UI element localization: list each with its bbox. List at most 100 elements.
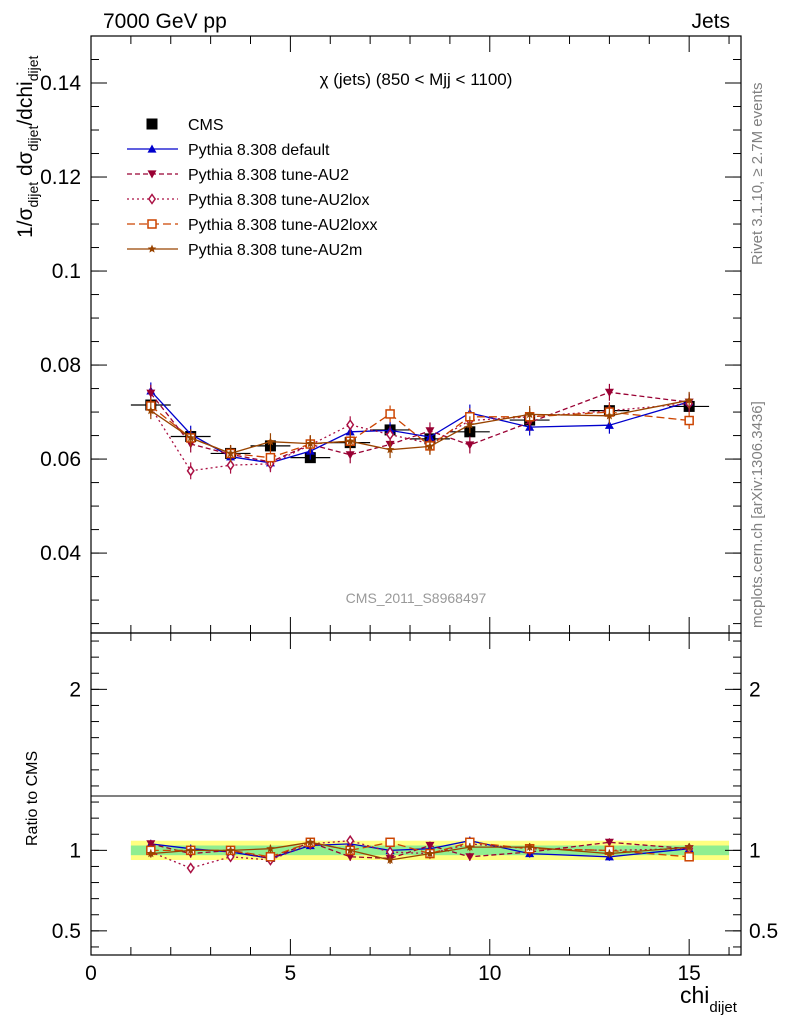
series-AU2m <box>146 391 694 462</box>
data-point <box>345 853 355 862</box>
marker-shape <box>465 441 475 450</box>
main-ticks: 0.04 0.06 0.08 0.1 0.12 0.14 <box>40 36 741 633</box>
marker-shape <box>345 436 355 445</box>
marker-shape <box>146 840 156 849</box>
marker-shape <box>266 844 275 853</box>
data-point <box>684 415 694 426</box>
x-tick-label: 0 <box>85 962 97 985</box>
ratio-series <box>146 834 694 874</box>
data-point <box>266 844 275 853</box>
legend-label: Pythia 8.308 tune-AU2lox <box>188 192 369 209</box>
data-point <box>425 427 435 436</box>
marker-shape <box>684 395 694 404</box>
marker-shape <box>147 219 157 229</box>
marker-shape <box>306 837 315 846</box>
legend-marker <box>147 219 157 229</box>
marker-shape <box>147 193 157 205</box>
ratio-ticks: 0.5 0.5 1 1 2 2 0 5 10 15 <box>52 633 778 985</box>
data-point <box>604 420 614 429</box>
data-point <box>265 452 276 463</box>
marker-shape <box>345 451 355 460</box>
marker-shape <box>186 862 195 874</box>
marker-shape <box>425 427 435 436</box>
y-tick-label: 0.06 <box>40 448 81 471</box>
marker-shape <box>345 845 355 854</box>
marker-shape <box>346 834 355 847</box>
marker-shape <box>425 441 435 450</box>
data-point <box>385 855 395 864</box>
data-point <box>465 441 475 450</box>
marker-shape <box>425 841 435 851</box>
marker-shape <box>684 852 694 862</box>
y-tick-label: 0.12 <box>40 166 81 189</box>
legend: CMS Pythia 8.308 default Pythia 8.308 tune… <box>127 117 377 259</box>
legend-marker <box>147 144 157 153</box>
x-tick-label: 15 <box>677 962 700 985</box>
series-line-AU2m <box>150 841 690 861</box>
data-point <box>684 842 694 851</box>
data-point <box>604 838 614 847</box>
marker-shape <box>265 852 276 862</box>
data-point <box>465 853 475 862</box>
rivet-label: Rivet 3.1.10, ≥ 2.7M events <box>749 83 766 266</box>
data-point <box>345 845 355 854</box>
data-point <box>465 420 475 429</box>
header-right: Jets <box>691 10 730 33</box>
marker-shape <box>465 420 475 429</box>
marker-shape <box>147 244 157 253</box>
data-point <box>346 418 355 431</box>
marker-shape <box>604 388 614 397</box>
marker-shape <box>226 845 235 854</box>
marker-shape <box>186 433 195 442</box>
data-point <box>226 459 235 471</box>
main-ylabel: 1/σdijet dσdijet/dchidijet <box>14 56 41 238</box>
marker-shape <box>147 170 157 179</box>
data-point <box>186 465 195 477</box>
data-point <box>684 395 694 404</box>
x-tick-label: 5 <box>285 962 297 985</box>
marker-shape <box>605 411 614 420</box>
marker-shape <box>146 849 156 858</box>
header-left: 7000 GeV pp <box>103 10 227 33</box>
marker-shape <box>265 452 276 463</box>
data-point <box>146 389 156 398</box>
marker-shape <box>345 853 355 862</box>
marker-shape <box>146 406 156 415</box>
legend-item-AU2loxx: Pythia 8.308 tune-AU2loxx <box>127 217 377 234</box>
marker-shape <box>604 420 614 429</box>
marker-shape <box>465 842 475 851</box>
data-point <box>226 845 235 854</box>
legend-marker <box>146 118 158 130</box>
ratio-frame <box>90 632 742 956</box>
data-point <box>345 436 355 445</box>
y-tick-label: 1 <box>69 839 81 862</box>
ratio-panel: 0.5 0.5 1 1 2 2 0 5 10 15 <box>52 632 778 985</box>
y-tick-label-right: 2 <box>749 678 761 701</box>
data-point <box>605 849 614 858</box>
marker-shape <box>385 837 395 848</box>
marker-shape <box>147 144 157 153</box>
series-line-AU2m <box>150 399 690 455</box>
marker-shape <box>684 415 694 426</box>
marker-shape <box>266 437 275 446</box>
legend-marker <box>147 170 157 179</box>
legend-label: Pythia 8.308 default <box>188 142 330 159</box>
marker-shape <box>605 849 614 858</box>
mcplots-label: mcplots.cern.ch [arXiv:1306.3436] <box>749 401 766 628</box>
legend-label: Pythia 8.308 tune-AU2m <box>188 242 362 259</box>
data-point <box>346 834 355 847</box>
marker-shape <box>385 855 395 864</box>
marker-shape <box>146 118 158 130</box>
marker-shape <box>525 409 534 419</box>
marker-shape <box>226 459 235 471</box>
marker-shape <box>604 838 614 847</box>
data-point <box>605 411 614 420</box>
series-data <box>130 399 710 464</box>
data-point <box>525 842 534 851</box>
data-point <box>266 437 275 446</box>
legend-item-AU2m: Pythia 8.308 tune-AU2m <box>127 242 362 259</box>
data-point <box>146 840 156 849</box>
marker-shape <box>306 439 315 448</box>
y-tick-label: 0.04 <box>40 542 81 565</box>
